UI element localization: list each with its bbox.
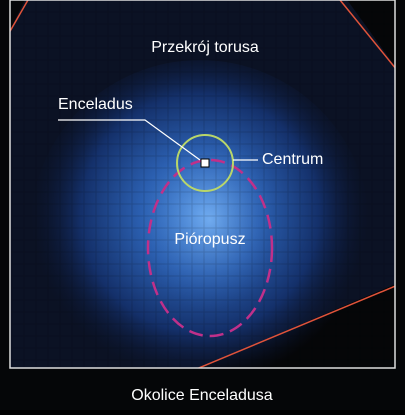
plume-label: Pióropusz: [174, 231, 245, 248]
region-label: Przekrój torusa: [151, 39, 259, 56]
image: [5, 0, 405, 400]
center-label: Centrum: [262, 151, 323, 168]
caption: Okolice Enceladusa: [131, 387, 273, 404]
moon-label: Enceladus: [58, 96, 133, 113]
figure: Przekrój torusa Enceladus Centrum Piórop…: [0, 0, 405, 410]
enceladus-marker: [201, 159, 209, 167]
